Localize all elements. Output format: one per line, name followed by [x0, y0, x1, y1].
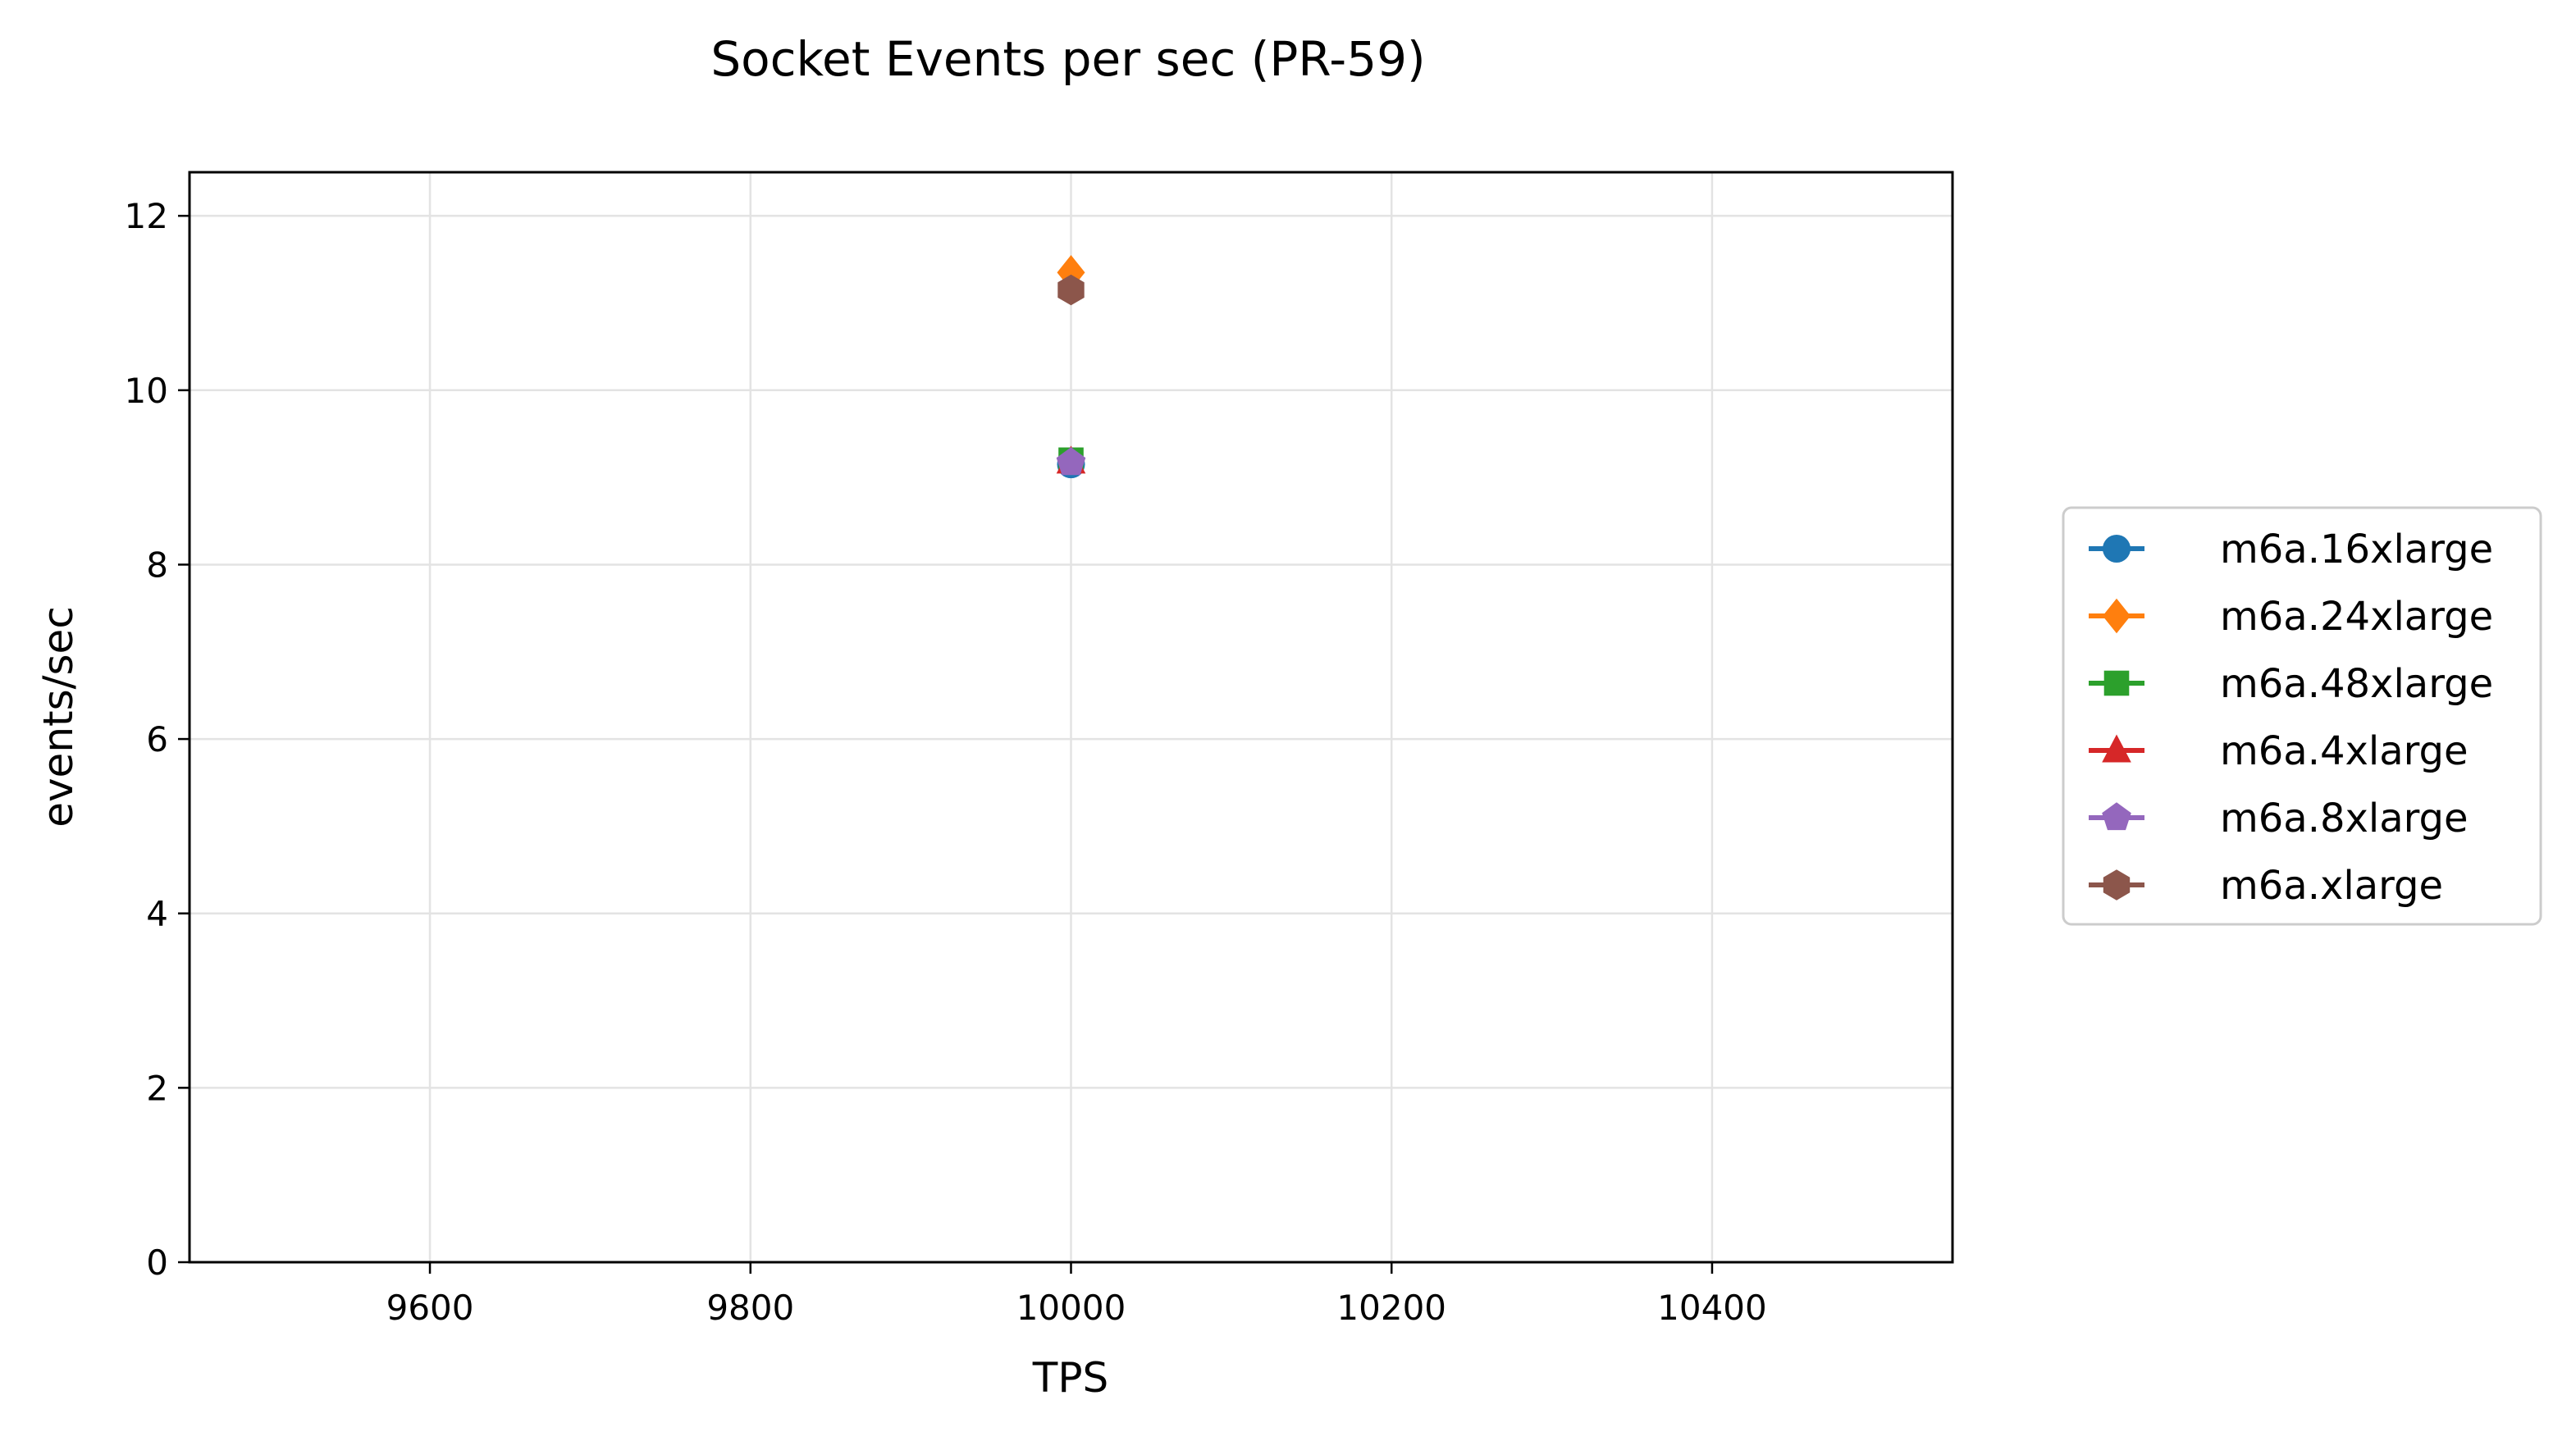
legend-item: m6a.48xlarge	[2089, 661, 2493, 707]
legend-item: m6a.4xlarge	[2089, 728, 2469, 774]
legend-item: m6a.16xlarge	[2089, 527, 2493, 572]
data-point	[1057, 274, 1085, 306]
series-m6a.xlarge	[1057, 274, 1085, 306]
legend-frame	[2062, 506, 2542, 926]
y-tick-label: 0	[146, 1243, 168, 1283]
x-tick-label: 10200	[1336, 1288, 1446, 1328]
y-tick-label: 2	[146, 1068, 168, 1108]
x-tick-label: 9800	[706, 1288, 794, 1328]
legend-item: m6a.8xlarge	[2089, 796, 2469, 841]
grid	[190, 172, 1953, 1264]
y-tick-label: 12	[125, 196, 168, 236]
legend-marker	[2102, 734, 2131, 763]
legend-label: m6a.8xlarge	[2220, 796, 2469, 841]
legend-item: m6a.24xlarge	[2089, 594, 2493, 640]
legend-marker	[2103, 670, 2130, 696]
legend-marker	[2103, 598, 2131, 634]
x-axis-label: TPS	[1032, 1354, 1108, 1402]
data-point	[1056, 447, 1086, 476]
legend-label: m6a.4xlarge	[2220, 728, 2469, 774]
x-tick-label: 9600	[386, 1288, 474, 1328]
legend-item: m6a.xlarge	[2089, 863, 2443, 909]
legend-label: m6a.16xlarge	[2220, 527, 2493, 572]
y-tick-label: 8	[146, 545, 168, 585]
legend: m6a.16xlarge m6a.24xlarge m6a.48xlarge m6a.…	[2062, 506, 2542, 926]
legend-label: m6a.24xlarge	[2220, 594, 2493, 640]
legend-marker	[2103, 535, 2131, 563]
series-m6a.8xlarge	[1056, 447, 1086, 476]
x-tick-label: 10400	[1657, 1288, 1767, 1328]
y-tick-label: 4	[146, 894, 168, 934]
y-axis: 0 2 4 6 8 10 12	[125, 196, 190, 1283]
x-axis: 9600 9800 10000 10200 10400	[386, 1262, 1767, 1328]
x-tick-label: 10000	[1016, 1288, 1126, 1328]
series-markers	[1056, 255, 1086, 479]
legend-marker	[2102, 802, 2131, 831]
legend-label: m6a.xlarge	[2220, 863, 2443, 909]
legend-marker	[2103, 869, 2131, 901]
legend-label: m6a.48xlarge	[2220, 661, 2493, 707]
y-axis-label: events/sec	[34, 606, 82, 828]
y-tick-label: 10	[125, 371, 168, 411]
y-tick-label: 6	[146, 719, 168, 759]
chart-title: Socket Events per sec (PR-59)	[710, 31, 1425, 87]
